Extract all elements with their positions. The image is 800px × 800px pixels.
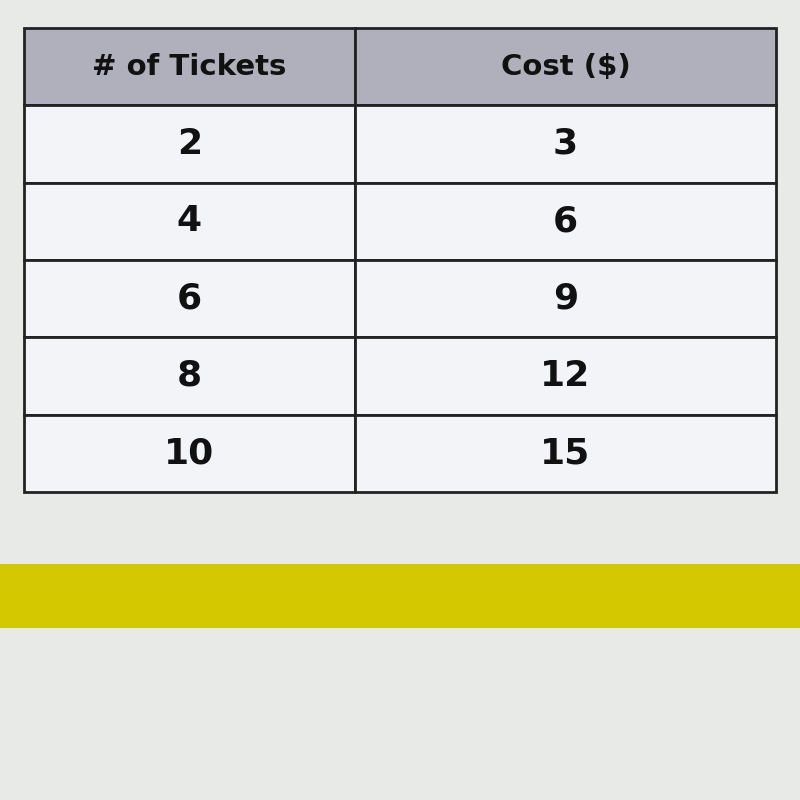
Bar [355, 28, 776, 106]
Bar [355, 414, 776, 492]
Text: 3: 3 [553, 127, 578, 161]
Bar [24, 106, 355, 182]
Text: 2: 2 [177, 127, 202, 161]
Text: 9: 9 [553, 282, 578, 316]
Bar [24, 338, 355, 414]
Text: 10: 10 [164, 436, 214, 470]
Bar [24, 414, 355, 492]
Bar [355, 182, 776, 260]
Text: 6: 6 [553, 204, 578, 238]
Bar [355, 260, 776, 338]
Bar [24, 182, 355, 260]
Text: # of Tickets: # of Tickets [92, 53, 286, 81]
Bar [355, 338, 776, 414]
Bar [24, 260, 355, 338]
Text: 8: 8 [177, 359, 202, 393]
Text: 12: 12 [540, 359, 590, 393]
Bar [0, 564, 800, 628]
Text: 15: 15 [540, 436, 590, 470]
Bar [355, 106, 776, 182]
Text: Cost ($): Cost ($) [501, 53, 630, 81]
Text: 6: 6 [177, 282, 202, 316]
Bar [24, 28, 355, 106]
Text: 4: 4 [177, 204, 202, 238]
